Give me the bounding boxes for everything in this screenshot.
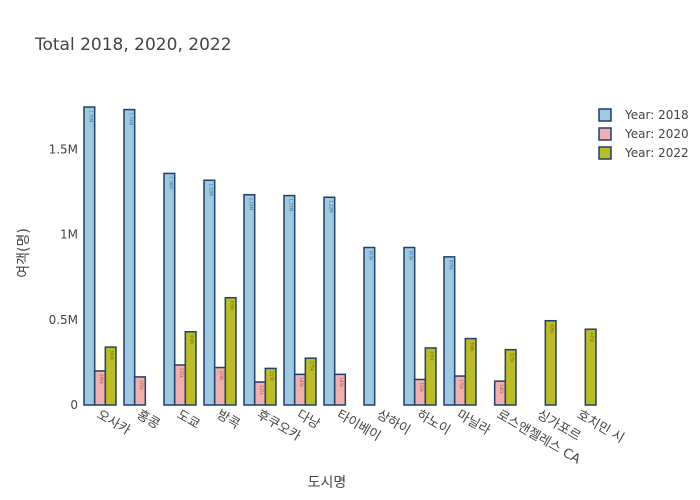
bar: [133, 376, 147, 406]
bar-data-label: 170k: [459, 379, 464, 390]
bar-data-label: 1.36M: [168, 176, 173, 189]
x-tick-label: 도쿄: [174, 407, 202, 432]
x-tick-label: 하노이: [414, 407, 453, 438]
legend-label: Year: 2022: [624, 146, 689, 160]
bar-data-label: 390k: [470, 342, 475, 353]
bar-data-label: 220k: [219, 371, 224, 382]
bar: [264, 367, 277, 406]
chart-title: Total 2018, 2020, 2022: [34, 35, 232, 55]
bar: [224, 296, 237, 406]
x-tick-label: 홍콩: [134, 407, 162, 432]
bar-data-label: 275k: [310, 361, 315, 372]
legend-label: Year: 2018: [624, 108, 689, 122]
bar: [333, 373, 347, 406]
bar: [544, 319, 557, 406]
bar-data-label: 495k: [550, 324, 555, 335]
bar: [504, 348, 517, 406]
bar-data-label: 165k: [139, 380, 144, 391]
bar: [424, 347, 437, 406]
bar-data-label: 180k: [339, 377, 344, 388]
bar: [363, 246, 376, 406]
bar: [203, 179, 216, 406]
legend-swatch: [598, 108, 612, 122]
bar: [243, 193, 256, 406]
bar-data-label: 215k: [270, 371, 275, 382]
legend-label: Year: 2020: [624, 127, 689, 141]
bar-data-label: 235k: [179, 368, 184, 379]
bar-data-label: 1.23M: [288, 199, 293, 212]
bar: [403, 246, 416, 406]
x-tick-label: 오사카: [94, 407, 133, 438]
bar: [163, 172, 176, 406]
bar: [464, 337, 477, 406]
bar-data-label: 1.32M: [208, 183, 213, 196]
bar: [104, 346, 117, 406]
bar: [123, 108, 136, 406]
bar-data-label: 870k: [448, 260, 453, 271]
bar-data-label: 630k: [230, 301, 235, 312]
y-axis-title: 여객(명): [16, 228, 32, 278]
bar-data-label: 140k: [499, 384, 504, 395]
bar-data-label: 925k: [408, 251, 413, 262]
bar-data-label: 150k: [419, 382, 424, 393]
bar-data-label: 135k: [259, 385, 264, 396]
bar-data-label: 1.22M: [328, 200, 333, 213]
y-tick-label: 0.5M: [49, 313, 78, 327]
bar-data-label: 430k: [190, 335, 195, 346]
x-tick-label: 방콕: [214, 407, 242, 432]
legend: Year: 2018 Year: 2020 Year: 2022: [598, 108, 689, 160]
bar-data-label: 1.75M: [88, 110, 93, 123]
y-tick-label: 1.5M: [49, 143, 78, 157]
legend-swatch: [598, 127, 612, 141]
bar-data-label: 1.24M: [248, 198, 253, 211]
bar-data-label: 445k: [590, 332, 595, 343]
bar: [283, 194, 296, 406]
bar-data-label: 200k: [99, 374, 104, 385]
bar: [323, 196, 336, 406]
bar-data-label: 180k: [299, 377, 304, 388]
y-axis: 0 0.5M 1M 1.5M: [49, 143, 78, 412]
bar: [443, 256, 456, 406]
bar: [304, 357, 317, 406]
bar-data-label: 335k: [430, 351, 435, 362]
y-tick-label: 1M: [60, 228, 78, 242]
bar-data-label: 925k: [368, 251, 373, 262]
x-tick-label: 마닐라: [454, 407, 493, 438]
bars-layer: 1.75M 200k 340k 1.74M 165k 1.36M 235k 430k 1.32M…: [83, 106, 597, 406]
x-tick-label: 후쿠오카: [254, 407, 303, 444]
bar: [584, 328, 597, 406]
bar-data-label: 1.74M: [128, 113, 133, 126]
bar: [184, 331, 197, 406]
bar: [83, 106, 96, 406]
legend-swatch: [598, 146, 612, 160]
x-tick-label: 호치민 시: [574, 407, 627, 446]
y-tick-label: 0: [70, 398, 78, 412]
x-axis-title: 도시명: [308, 475, 347, 491]
bar-data-label: 325k: [510, 353, 515, 364]
bar-data-label: 340k: [110, 350, 115, 361]
x-tick-label: 타이베이: [334, 407, 383, 444]
